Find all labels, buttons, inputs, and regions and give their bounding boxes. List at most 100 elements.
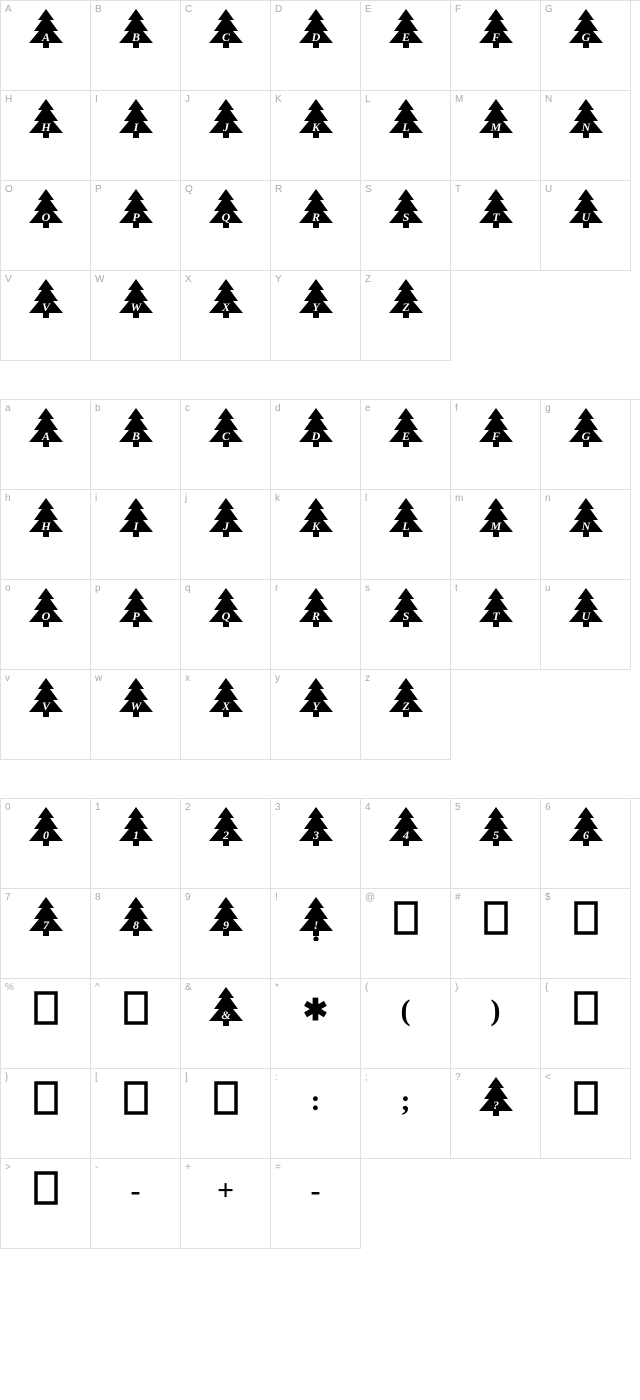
svg-text:E: E [400, 30, 409, 44]
glyph-cell: % [1, 979, 91, 1069]
tree-glyph: A [23, 7, 69, 53]
svg-text:X: X [220, 699, 230, 713]
svg-text:O: O [41, 210, 50, 224]
key-label: S [365, 184, 372, 195]
key-label: I [95, 94, 98, 105]
text-glyph: : [311, 1086, 321, 1116]
key-label: % [5, 982, 14, 993]
svg-text:8: 8 [133, 918, 139, 932]
tree-glyph: 2 [203, 805, 249, 851]
tree-glyph: A [23, 406, 69, 452]
tree-glyph: F [473, 406, 519, 452]
key-label: h [5, 493, 11, 504]
glyph-cell: g G [541, 400, 631, 490]
svg-text:W: W [130, 699, 142, 713]
missing-glyph-box [563, 985, 609, 1031]
svg-text:5: 5 [493, 828, 499, 842]
glyph-cell: A A [1, 1, 91, 91]
svg-text:D: D [310, 30, 320, 44]
tree-glyph: H [23, 97, 69, 143]
svg-text:H: H [40, 519, 51, 533]
key-label: ? [455, 1072, 461, 1083]
svg-text:M: M [489, 519, 501, 533]
glyph-cell: b B [91, 400, 181, 490]
key-label: E [365, 4, 372, 15]
key-label: G [545, 4, 553, 15]
glyph-cell: u U [541, 580, 631, 670]
glyph-cell: G G [541, 1, 631, 91]
tree-glyph: D [293, 406, 339, 452]
tree-glyph: E [383, 7, 429, 53]
key-label: - [95, 1162, 98, 1173]
text-glyph: ✱ [303, 996, 328, 1026]
glyph-cell: E E [361, 1, 451, 91]
tree-glyph: J [203, 496, 249, 542]
tree-glyph: W [113, 676, 159, 722]
missing-glyph-box [563, 1075, 609, 1121]
tree-glyph: O [23, 187, 69, 233]
glyph-cell: y Y [271, 670, 361, 760]
svg-text:T: T [492, 210, 500, 224]
tree-glyph: Q [203, 586, 249, 632]
tree-glyph: O [23, 586, 69, 632]
svg-text:S: S [402, 609, 409, 623]
tree-glyph: C [203, 7, 249, 53]
glyph-cell: 2 2 [181, 799, 271, 889]
svg-text:U: U [581, 210, 591, 224]
glyph-cell: & & [181, 979, 271, 1069]
key-label: @ [365, 892, 375, 903]
glyph-cell: (( [361, 979, 451, 1069]
svg-text:N: N [580, 120, 591, 134]
text-glyph: + [217, 1176, 234, 1206]
tree-glyph: L [383, 496, 429, 542]
key-label: P [95, 184, 102, 195]
tree-glyph: Q [203, 187, 249, 233]
glyph-cell: 4 4 [361, 799, 451, 889]
key-label: 5 [455, 802, 461, 813]
svg-text:9: 9 [223, 918, 229, 932]
tree-glyph: G [563, 7, 609, 53]
tree-glyph: K [293, 97, 339, 143]
key-label: J [185, 94, 190, 105]
svg-text:L: L [401, 120, 409, 134]
key-label: p [95, 583, 101, 594]
tree-glyph: R [293, 187, 339, 233]
glyph-cell: { [541, 979, 631, 1069]
glyph-cell: ++ [181, 1159, 271, 1249]
glyph-cell [451, 1159, 541, 1249]
glyph-cell [361, 1159, 451, 1249]
tree-glyph: 1 [113, 805, 159, 851]
svg-text:G: G [581, 30, 590, 44]
tree-glyph: J [203, 97, 249, 143]
key-label: W [95, 274, 104, 285]
key-label: 1 [95, 802, 101, 813]
key-label: B [95, 4, 102, 15]
key-label: g [545, 403, 551, 414]
glyph-cell: )) [451, 979, 541, 1069]
missing-glyph-box [23, 1075, 69, 1121]
key-label: < [545, 1072, 551, 1083]
glyph-cell: 8 8 [91, 889, 181, 979]
key-label: { [545, 982, 548, 993]
glyph-cell: U U [541, 181, 631, 271]
key-label: 7 [5, 892, 11, 903]
key-label: ! [275, 892, 278, 903]
glyph-cell: w W [91, 670, 181, 760]
svg-text:X: X [220, 300, 230, 314]
tree-glyph: Y [293, 676, 339, 722]
svg-text:4: 4 [402, 828, 409, 842]
svg-text:V: V [41, 699, 50, 713]
glyph-cell: [ [91, 1069, 181, 1159]
glyph-cell: $ [541, 889, 631, 979]
glyph-cell: h H [1, 490, 91, 580]
svg-text:7: 7 [43, 918, 50, 932]
text-glyph: ( [401, 996, 411, 1026]
svg-text:D: D [310, 429, 320, 443]
glyph-cell: 9 9 [181, 889, 271, 979]
key-label: + [185, 1162, 191, 1173]
tree-glyph: & [203, 985, 249, 1031]
glyph-cell: j J [181, 490, 271, 580]
text-glyph: - [131, 1176, 141, 1206]
tree-glyph: V [23, 277, 69, 323]
glyph-cell: q Q [181, 580, 271, 670]
